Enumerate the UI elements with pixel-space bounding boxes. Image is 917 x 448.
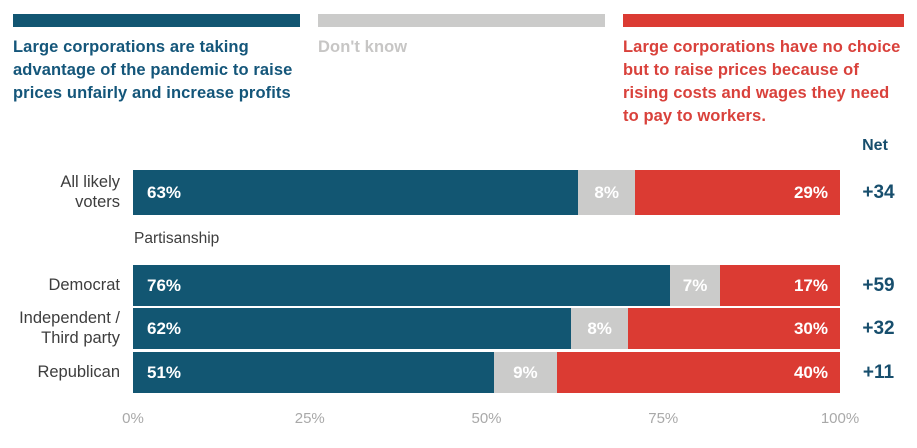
legend-swatch-taking-advantage [13,14,300,27]
bar-value-label: 62% [147,318,182,338]
x-axis-tick: 0% [122,410,144,427]
bar-value-label: 8% [587,318,612,338]
row-label: Independent / Third party [19,309,120,347]
bar-value-label: 17% [793,275,828,295]
bar-segment-taking-advantage: 63% [133,170,579,215]
bar-segment-taking-advantage: 76% [133,265,671,306]
legend-swatch-dont-know [318,14,605,27]
net-value: +34 [862,181,895,203]
bar-row-all-likely-voters: All likely voters 63% 8% 29% +34 [0,170,917,215]
legend-label-dont-know: Don't know [318,38,408,56]
bar-segment-no-choice: 40% [557,352,840,393]
bar-segment-dont-know: 9% [493,352,558,393]
bar-segment-taking-advantage: 62% [133,308,572,349]
bar-row-independent-third-party: Independent / Third party 62% 8% 30% +32 [0,308,917,349]
bar-value-label: 7% [682,275,708,295]
bar-value-label: 8% [594,182,619,202]
bar-value-label: 9% [513,362,538,382]
bar-track: 62% 8% 30% [133,308,840,349]
legend-item-no-choice: Large corporations have no choice but to… [623,14,904,128]
bar-value-label: 76% [147,275,182,295]
row-label: All likely voters [60,173,120,211]
bar-segment-no-choice: 17% [719,265,840,306]
bar-segment-no-choice: 29% [634,170,840,215]
bar-segment-dont-know: 8% [571,308,628,349]
x-axis-tick: 100% [820,410,860,427]
bar-segment-no-choice: 30% [627,308,840,349]
bar-value-label: 51% [147,362,182,382]
bar-value-label: 30% [793,318,828,338]
row-label: Democrat [48,275,120,294]
bar-row-democrat: Democrat 76% 7% 17% +59 [0,265,917,306]
bar-value-label: 29% [793,182,828,202]
bar-segment-taking-advantage: 51% [133,352,494,393]
x-axis-tick: 25% [294,410,325,427]
bar-segment-dont-know: 8% [578,170,635,215]
bar-track: 51% 9% 40% [133,352,840,393]
bar-value-label: 40% [793,362,828,382]
chart-legend: Large corporations are taking advantage … [13,14,904,128]
net-value: +59 [862,274,895,296]
bar-track: 63% 8% 29% [133,170,840,215]
bar-value-label: 63% [147,182,182,202]
net-column-header: Net [862,137,888,154]
legend-label-taking-advantage: Large corporations are taking advantage … [13,38,293,102]
x-axis-tick: 75% [648,410,679,427]
bar-segment-dont-know: 7% [670,265,720,306]
bar-row-republican: Republican 51% 9% 40% +11 [0,352,917,393]
section-label-partisanship: Partisanship [134,230,220,247]
row-label: Republican [37,362,120,381]
legend-item-dont-know: Don't know [318,14,605,128]
legend-swatch-no-choice [623,14,904,27]
net-value: +11 [862,361,895,383]
x-axis-tick: 50% [471,410,502,427]
legend-label-no-choice: Large corporations have no choice but to… [623,38,901,125]
bar-track: 76% 7% 17% [133,265,840,306]
legend-item-taking-advantage: Large corporations are taking advantage … [13,14,300,128]
net-value: +32 [862,317,895,339]
